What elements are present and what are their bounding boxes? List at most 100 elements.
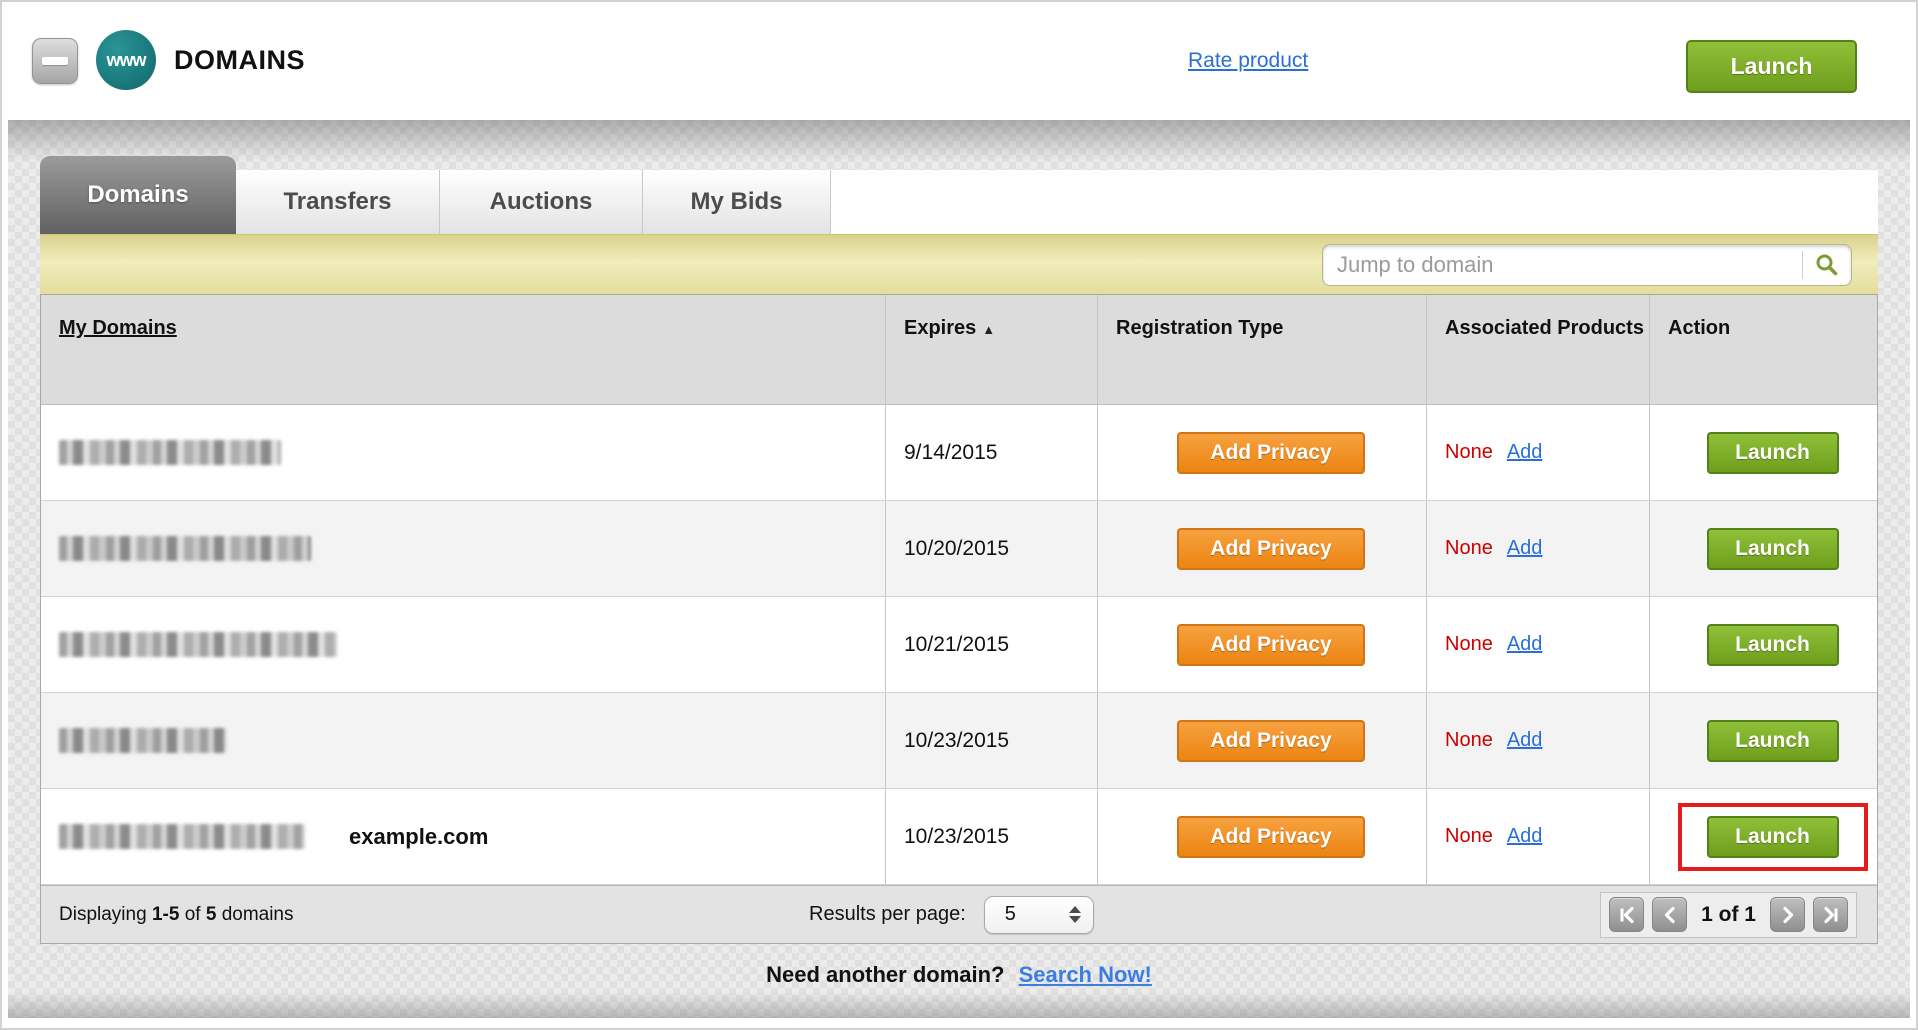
col-header-registration-type: Registration Type xyxy=(1098,295,1427,404)
col-header-associated-products: Associated Products xyxy=(1427,295,1650,404)
launch-button[interactable]: Launch xyxy=(1706,431,1839,474)
header-launch-button[interactable]: Launch xyxy=(1686,40,1857,93)
expires-cell: 9/14/2015 xyxy=(886,405,1098,500)
add-product-link[interactable]: Add xyxy=(1506,825,1543,847)
table-footer: Displaying 1-5 of 5 domains Results per … xyxy=(41,885,1877,943)
redacted-domain xyxy=(59,440,281,465)
expires-cell: 10/21/2015 xyxy=(886,597,1098,692)
registration-cell: Add Privacy xyxy=(1098,789,1427,884)
action-cell: Launch xyxy=(1650,789,1877,884)
page-title: DOMAINS xyxy=(174,45,305,75)
table-row: example.com 10/23/2015 Add Privacy None … xyxy=(41,789,1877,885)
col-header-expires[interactable]: Expires ▲ xyxy=(886,295,1098,404)
add-privacy-button[interactable]: Add Privacy xyxy=(1177,527,1365,570)
expires-cell: 10/20/2015 xyxy=(886,501,1098,596)
pagination: 1 of 1 xyxy=(1600,891,1857,938)
action-cell: Launch xyxy=(1650,693,1877,788)
associated-cell: None Add xyxy=(1427,597,1650,692)
associated-none: None xyxy=(1445,633,1493,655)
add-privacy-button[interactable]: Add Privacy xyxy=(1177,815,1365,858)
jump-to-domain-input[interactable] xyxy=(1323,251,1802,278)
rate-product-link[interactable]: Rate product xyxy=(1188,49,1309,72)
need-domain-text: Need another domain? xyxy=(766,962,1005,987)
tab-strip: Domains Transfers Auctions My Bids xyxy=(40,156,1878,234)
col-header-my-domains[interactable]: My Domains xyxy=(41,295,886,404)
tab-auctions[interactable]: Auctions xyxy=(440,170,643,234)
add-privacy-button[interactable]: Add Privacy xyxy=(1177,431,1365,474)
add-privacy-button[interactable]: Add Privacy xyxy=(1177,719,1365,762)
add-product-link[interactable]: Add xyxy=(1506,441,1543,463)
stepper-icon xyxy=(1068,906,1081,923)
results-per-page: Results per page: 5 xyxy=(809,895,1094,934)
next-page-button[interactable] xyxy=(1770,897,1805,932)
domain-cell xyxy=(41,597,886,692)
results-per-page-label: Results per page: xyxy=(809,903,966,925)
registration-cell: Add Privacy xyxy=(1098,693,1427,788)
expires-cell: 10/23/2015 xyxy=(886,789,1098,884)
search-now-link[interactable]: Search Now! xyxy=(1018,962,1152,987)
action-cell: Launch xyxy=(1650,501,1877,596)
redacted-domain xyxy=(59,824,305,849)
input-divider xyxy=(1802,250,1803,279)
collapse-button[interactable] xyxy=(32,38,78,84)
table-header-row: My Domains Expires ▲ Registration Type As… xyxy=(41,295,1877,405)
associated-cell: None Add xyxy=(1427,693,1650,788)
registration-cell: Add Privacy xyxy=(1098,405,1427,500)
associated-cell: None Add xyxy=(1427,789,1650,884)
domain-cell xyxy=(41,501,886,596)
associated-none: None xyxy=(1445,729,1493,751)
www-globe-icon: www xyxy=(96,30,156,90)
add-privacy-button[interactable]: Add Privacy xyxy=(1177,623,1365,666)
displaying-status: Displaying 1-5 of 5 domains xyxy=(59,903,294,925)
redacted-domain xyxy=(59,536,311,561)
add-product-link[interactable]: Add xyxy=(1506,729,1543,751)
launch-button-highlighted[interactable]: Launch xyxy=(1706,815,1839,858)
bottom-shadow xyxy=(8,992,1910,1018)
top-shadow xyxy=(8,120,1910,162)
registration-cell: Add Privacy xyxy=(1098,597,1427,692)
add-product-link[interactable]: Add xyxy=(1506,633,1543,655)
minus-icon xyxy=(42,57,68,65)
associated-none: None xyxy=(1445,537,1493,559)
domain-cell xyxy=(41,405,886,500)
tab-transfers[interactable]: Transfers xyxy=(236,170,440,234)
app-header: www DOMAINS Rate product Launch xyxy=(2,2,1916,120)
associated-none: None xyxy=(1445,825,1493,847)
select-value: 5 xyxy=(1004,903,1016,925)
table-row: 10/23/2015 Add Privacy None Add Launch xyxy=(41,693,1877,789)
domain-cell: example.com xyxy=(41,789,886,884)
domain-annotation: example.com xyxy=(349,823,489,849)
associated-cell: None Add xyxy=(1427,405,1650,500)
bottom-prompt: Need another domain? Search Now! xyxy=(0,962,1918,988)
action-cell: Launch xyxy=(1650,405,1877,500)
expires-cell: 10/23/2015 xyxy=(886,693,1098,788)
redacted-domain xyxy=(59,632,337,657)
tab-my-bids[interactable]: My Bids xyxy=(643,170,831,234)
sort-asc-icon: ▲ xyxy=(982,322,996,337)
jump-to-domain-box xyxy=(1322,243,1852,286)
highlight-annotation-box: Launch xyxy=(1677,802,1868,871)
action-cell: Launch xyxy=(1650,597,1877,692)
prev-page-button[interactable] xyxy=(1652,897,1688,932)
last-page-button[interactable] xyxy=(1813,897,1848,932)
add-product-link[interactable]: Add xyxy=(1506,537,1543,559)
search-bar xyxy=(40,234,1878,294)
table-row: 10/20/2015 Add Privacy None Add Launch xyxy=(41,501,1877,597)
table-row: 10/21/2015 Add Privacy None Add Launch xyxy=(41,597,1877,693)
domains-table: My Domains Expires ▲ Registration Type As… xyxy=(40,294,1878,944)
associated-none: None xyxy=(1445,441,1493,463)
tab-domains[interactable]: Domains xyxy=(40,156,236,234)
launch-button[interactable]: Launch xyxy=(1706,527,1839,570)
associated-cell: None Add xyxy=(1427,501,1650,596)
results-per-page-select[interactable]: 5 xyxy=(983,895,1094,934)
redacted-domain xyxy=(59,728,227,753)
page-status: 1 of 1 xyxy=(1701,902,1756,926)
table-row: 9/14/2015 Add Privacy None Add Launch xyxy=(41,405,1877,501)
registration-cell: Add Privacy xyxy=(1098,501,1427,596)
launch-button[interactable]: Launch xyxy=(1706,623,1839,666)
search-icon[interactable] xyxy=(1803,245,1851,285)
domain-cell xyxy=(41,693,886,788)
col-header-action: Action xyxy=(1668,317,1731,339)
first-page-button[interactable] xyxy=(1609,897,1645,932)
launch-button[interactable]: Launch xyxy=(1706,719,1839,762)
